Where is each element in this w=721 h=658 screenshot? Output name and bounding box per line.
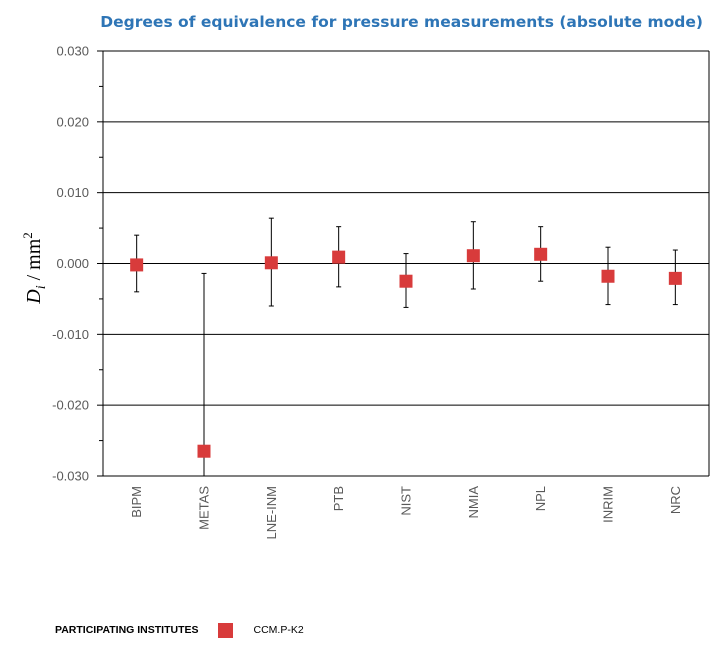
axes <box>97 50 710 477</box>
y-axis-label: Di / mm2 <box>20 232 49 305</box>
y-axis-label-symbol: D <box>23 289 45 305</box>
x-tick-label: INRIM <box>601 486 616 523</box>
legend: PARTICIPATING INSTITUTES CCM.P-K2 <box>55 620 385 640</box>
chart-title: Degrees of equivalence for pressure meas… <box>100 13 703 31</box>
data-point <box>332 250 346 264</box>
x-tick-labels: BIPM METAS LNE-INM PTB NIST NMIA NPL INRIM NRC <box>129 486 683 540</box>
x-tick-label: LNE-INM <box>264 486 279 539</box>
y-tick-label: -0.020 <box>52 398 89 413</box>
x-tick-label: NPL <box>533 486 548 511</box>
data-point <box>197 444 211 458</box>
legend-series-label: CCM.P-K2 <box>253 624 304 636</box>
data-points <box>130 247 682 458</box>
data-point <box>466 249 480 263</box>
y-tick-label: 0.010 <box>56 185 89 200</box>
legend-marker-swatch <box>217 622 233 638</box>
x-tick-label: METAS <box>197 486 212 530</box>
data-point <box>668 271 682 285</box>
y-tick-label: 0.000 <box>56 256 89 271</box>
y-tick-label: 0.030 <box>56 44 89 59</box>
data-point <box>601 269 615 283</box>
data-point <box>264 256 278 270</box>
y-axis-label-subscript: i <box>34 285 49 289</box>
y-tick-label: -0.010 <box>52 327 89 342</box>
y-axis-label-superscript: 2 <box>20 232 35 239</box>
data-point <box>534 247 548 261</box>
y-tick-label: 0.020 <box>56 114 89 129</box>
legend-title: PARTICIPATING INSTITUTES <box>55 624 199 636</box>
data-point <box>399 274 413 288</box>
error-bars <box>134 217 678 477</box>
y-tick-labels: 0.030 0.020 0.010 0.000 -0.010 -0.020 -0.030 <box>52 44 89 484</box>
x-tick-label: NRC <box>668 486 683 514</box>
data-point <box>130 258 144 272</box>
y-tick-label: -0.030 <box>52 469 89 484</box>
x-tick-label: NMIA <box>466 486 481 519</box>
x-tick-label: BIPM <box>129 486 144 518</box>
y-axis-label-unit: / mm <box>23 238 45 285</box>
x-tick-label: NIST <box>399 486 414 516</box>
x-tick-label: PTB <box>331 486 346 511</box>
